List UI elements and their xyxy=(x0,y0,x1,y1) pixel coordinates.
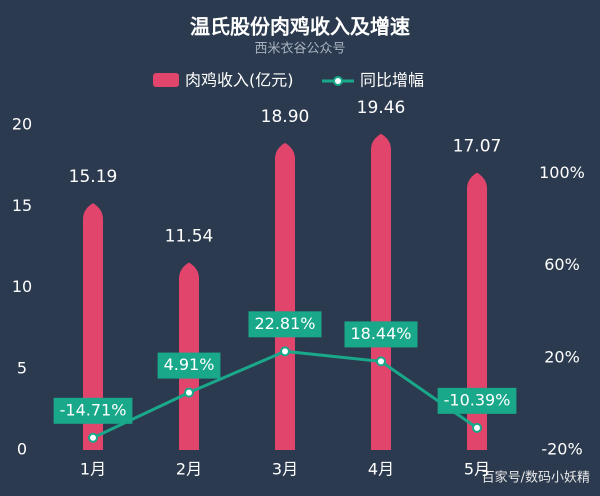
chart-title: 温氏股份肉鸡收入及增速 xyxy=(190,15,410,39)
data-label: -14.71% xyxy=(53,397,133,424)
data-label: 4.91% xyxy=(157,352,221,379)
bar-value-label: 18.90 xyxy=(261,107,310,127)
bar-value-label: 11.54 xyxy=(165,226,214,246)
line-marker xyxy=(184,387,194,398)
label-box xyxy=(437,387,517,414)
bar-value-label: 19.46 xyxy=(357,98,406,118)
y-tick-label: 20 xyxy=(12,115,32,134)
bar xyxy=(275,142,295,450)
y2-tick-label: 20% xyxy=(544,347,580,366)
line-value-label: -14.71% xyxy=(60,400,127,419)
label-box xyxy=(53,397,133,424)
x-tick-label: 1月 xyxy=(80,460,106,479)
chart-subtitle: 西米衣谷公众号 xyxy=(254,41,345,57)
y-tick-label: 0 xyxy=(17,440,27,459)
line-value-label: 4.91% xyxy=(164,355,215,374)
legend-swatch xyxy=(153,73,179,87)
legend-label: 肉鸡收入(亿元) xyxy=(185,71,294,90)
bar-value-label: 15.19 xyxy=(69,167,118,187)
line-marker xyxy=(88,432,98,443)
bar xyxy=(467,172,487,451)
legend-swatch xyxy=(333,76,343,86)
x-tick-label: 3月 xyxy=(272,460,298,479)
label-box xyxy=(344,321,418,348)
label-box xyxy=(157,352,221,379)
y2-tick-label: -20% xyxy=(541,440,582,459)
x-tick-label: 2月 xyxy=(176,460,202,479)
bar-value-label: 17.07 xyxy=(453,137,502,157)
y2-tick-label: 100% xyxy=(539,163,585,182)
bar xyxy=(83,203,103,450)
line-value-label: 18.44% xyxy=(350,324,411,343)
x-tick-label: 4月 xyxy=(368,460,394,479)
line-marker xyxy=(280,346,290,357)
data-label: 22.81% xyxy=(248,311,322,338)
y-tick-label: 5 xyxy=(17,358,27,377)
watermark: 百家号/数码小妖精 xyxy=(482,470,590,486)
bar xyxy=(371,133,391,450)
y2-tick-label: 60% xyxy=(544,255,580,274)
data-label: -10.39% xyxy=(437,387,517,414)
x-tick-label: 5月 xyxy=(464,460,490,479)
line-value-label: 22.81% xyxy=(254,314,315,333)
line-marker xyxy=(376,356,386,367)
data-label: 18.44% xyxy=(344,321,418,348)
y-tick-label: 10 xyxy=(12,277,32,296)
legend-label: 同比增幅 xyxy=(360,71,424,90)
line-marker xyxy=(472,422,482,433)
label-box xyxy=(248,311,322,338)
y-tick-label: 15 xyxy=(12,196,32,215)
line-value-label: -10.39% xyxy=(444,390,511,409)
